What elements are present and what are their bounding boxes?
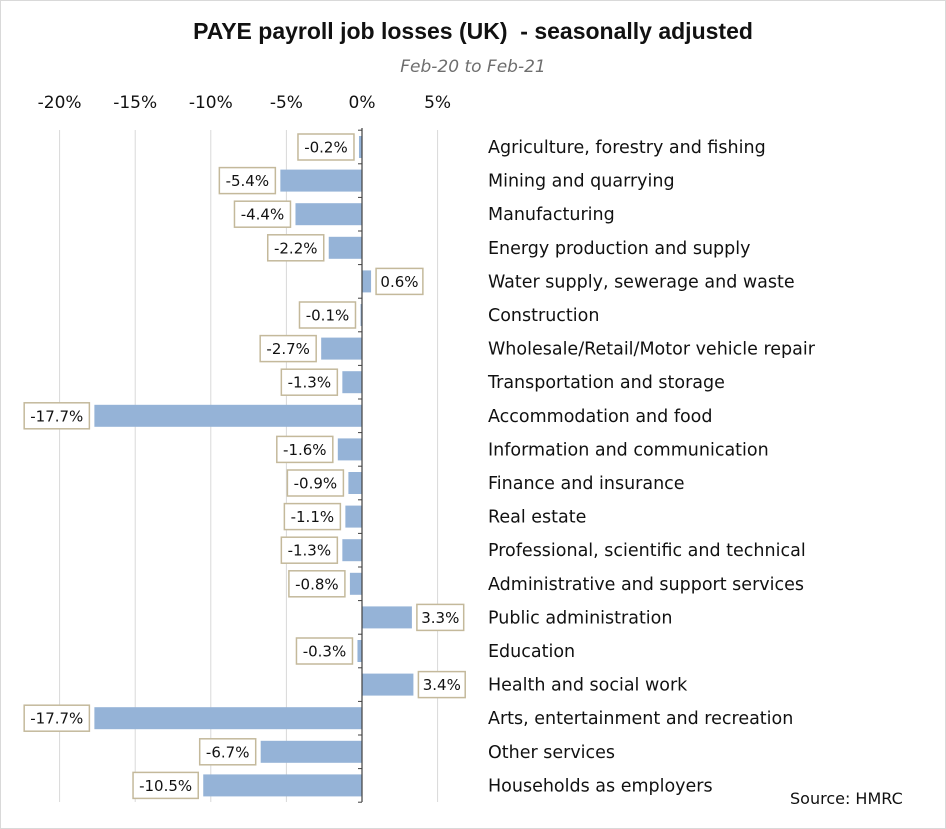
bar <box>94 707 362 730</box>
data-label: -4.4% <box>241 206 285 224</box>
data-label-box <box>23 402 91 430</box>
bar <box>342 539 362 562</box>
category-label: Households as employers <box>488 776 713 796</box>
bar <box>342 371 362 394</box>
x-tick-label: -15% <box>113 93 157 113</box>
category-label: Other services <box>488 743 615 763</box>
chart-title: PAYE payroll job losses (UK) - seasonall… <box>193 18 753 44</box>
data-label: -0.2% <box>304 139 348 157</box>
data-label: 3.3% <box>421 609 459 627</box>
data-label-box <box>198 738 257 766</box>
bar <box>328 236 362 259</box>
category-label: Health and social work <box>488 676 688 696</box>
category-label: Public administration <box>488 608 672 628</box>
data-label-box <box>295 637 354 665</box>
x-tick-label: -10% <box>189 93 233 113</box>
data-label-box <box>233 200 292 228</box>
data-label: -0.9% <box>294 475 338 493</box>
x-tick-label: -20% <box>38 93 82 113</box>
data-label-box <box>280 368 339 396</box>
x-tick-label: 5% <box>424 93 451 113</box>
bar <box>348 472 362 494</box>
bar <box>321 337 362 360</box>
data-label: -0.3% <box>303 643 347 661</box>
category-label: Transportation and storage <box>487 373 725 393</box>
data-label: -2.2% <box>274 239 318 257</box>
data-label: -1.1% <box>291 508 335 526</box>
category-label: Manufacturing <box>488 205 615 225</box>
data-label-box <box>297 133 355 161</box>
data-label: -1.3% <box>288 542 332 560</box>
data-label-box <box>276 435 334 464</box>
data-label-box <box>375 267 424 296</box>
data-label: -10.5% <box>139 777 192 795</box>
x-tick-label: -5% <box>270 93 303 113</box>
data-label-box <box>23 704 91 732</box>
category-label: Construction <box>488 306 599 326</box>
category-label: Accommodation and food <box>488 407 713 427</box>
data-label-box <box>286 469 345 497</box>
data-label: -17.7% <box>30 710 83 728</box>
data-label: -0.8% <box>295 575 339 593</box>
data-label: -17.7% <box>30 407 83 425</box>
bar <box>362 673 414 696</box>
category-label: Professional, scientific and technical <box>488 541 806 561</box>
bar <box>358 136 362 158</box>
category-label: Information and communication <box>488 440 769 460</box>
data-label: 3.4% <box>423 676 461 694</box>
data-label: -1.3% <box>288 374 332 392</box>
data-label-box <box>218 166 277 195</box>
data-label-box <box>298 301 357 329</box>
bar <box>280 169 362 192</box>
category-label: Energy production and supply <box>488 239 751 259</box>
category-label: Mining and quarrying <box>488 172 675 192</box>
data-label: -2.7% <box>266 340 310 358</box>
bar <box>337 438 362 461</box>
category-label: Agriculture, forestry and fishing <box>488 138 766 158</box>
x-tick-label: 0% <box>349 93 376 113</box>
category-label: Administrative and support services <box>488 575 804 595</box>
bar <box>260 740 362 763</box>
bar <box>357 640 362 662</box>
data-label-box <box>132 771 199 800</box>
chart-subtitle: Feb-20 to Feb-21 <box>400 57 546 77</box>
data-label: -1.6% <box>283 441 327 459</box>
category-label: Water supply, sewerage and waste <box>488 272 795 292</box>
data-label-box <box>417 670 466 699</box>
data-label-box <box>283 502 342 531</box>
data-label-box <box>259 334 317 363</box>
bar <box>362 606 412 629</box>
data-label: 0.6% <box>380 273 418 291</box>
data-label-box <box>288 570 346 598</box>
data-label: -5.4% <box>226 172 270 190</box>
category-label: Arts, entertainment and recreation <box>488 709 793 729</box>
category-label: Finance and insurance <box>488 474 685 494</box>
category-label: Education <box>488 642 575 662</box>
bar <box>203 774 362 797</box>
category-label: Wholesale/Retail/Motor vehicle repair <box>488 340 816 360</box>
source-note: Source: HMRC <box>790 789 903 808</box>
category-label: Real estate <box>488 508 586 528</box>
data-label: -6.7% <box>206 743 250 761</box>
data-label: -0.1% <box>306 307 350 325</box>
bar <box>94 404 362 427</box>
bar <box>345 505 362 528</box>
bar <box>349 572 362 595</box>
bar <box>295 203 362 226</box>
bar <box>362 270 372 293</box>
data-label-box <box>266 234 325 262</box>
bar <box>360 304 362 326</box>
data-label-box <box>416 603 465 632</box>
data-label-box <box>280 536 339 564</box>
